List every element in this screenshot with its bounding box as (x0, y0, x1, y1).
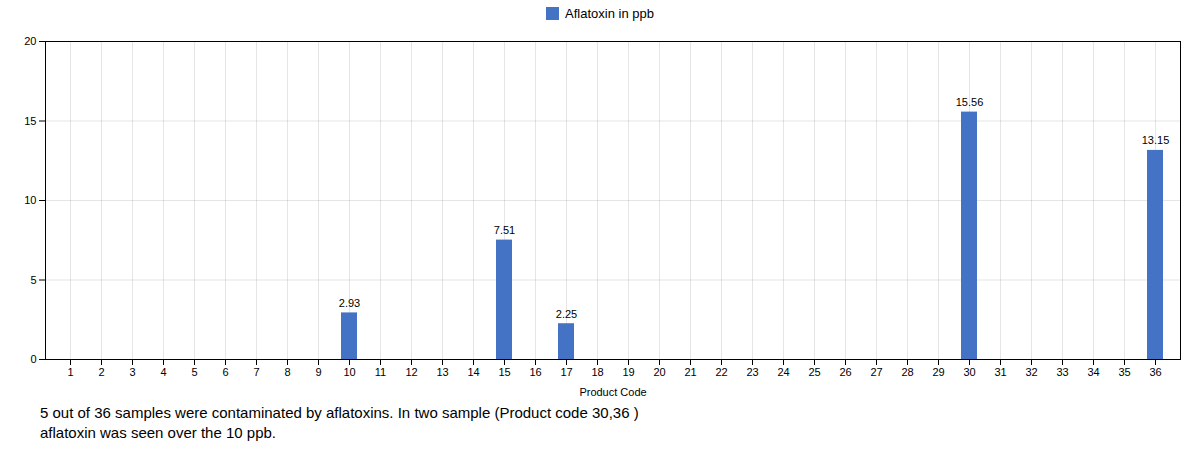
svg-text:4: 4 (160, 366, 166, 378)
svg-text:10: 10 (343, 366, 355, 378)
svg-text:2: 2 (98, 366, 104, 378)
svg-text:30: 30 (963, 366, 975, 378)
svg-text:24: 24 (777, 366, 789, 378)
svg-text:7: 7 (253, 366, 259, 378)
svg-text:31: 31 (994, 366, 1006, 378)
svg-text:8: 8 (284, 366, 290, 378)
svg-text:6: 6 (222, 366, 228, 378)
svg-text:13.15: 13.15 (1142, 134, 1170, 146)
svg-text:11: 11 (375, 366, 386, 378)
svg-text:0: 0 (30, 353, 36, 365)
svg-text:25: 25 (808, 366, 820, 378)
svg-text:2.93: 2.93 (339, 297, 360, 309)
svg-text:15: 15 (24, 115, 36, 127)
svg-text:28: 28 (901, 366, 913, 378)
svg-text:13: 13 (436, 366, 448, 378)
svg-text:27: 27 (870, 366, 882, 378)
svg-text:32: 32 (1025, 366, 1037, 378)
svg-text:10: 10 (24, 194, 36, 206)
html-text:aflatoxin was seen over the 10: aflatoxin was seen over the 10 ppb. (40, 424, 276, 441)
svg-text:23: 23 (746, 366, 758, 378)
svg-text:17: 17 (560, 366, 572, 378)
svg-text:16: 16 (529, 366, 541, 378)
svg-text:15: 15 (498, 366, 510, 378)
svg-text:Product Code: Product Code (579, 386, 646, 398)
svg-text:20: 20 (24, 35, 36, 47)
svg-text:3: 3 (129, 366, 135, 378)
svg-text:36: 36 (1149, 366, 1161, 378)
svg-text:7.51: 7.51 (494, 224, 515, 236)
html-text:Aflatoxin in ppb: Aflatoxin in ppb (565, 5, 654, 21)
svg-text:22: 22 (715, 366, 727, 378)
svg-text:12: 12 (405, 366, 417, 378)
svg-text:20: 20 (653, 366, 665, 378)
svg-text:18: 18 (591, 366, 603, 378)
svg-text:15.56: 15.56 (956, 96, 984, 108)
svg-text:21: 21 (684, 366, 696, 378)
svg-text:29: 29 (932, 366, 944, 378)
svg-text:9: 9 (315, 366, 321, 378)
svg-text:5: 5 (30, 274, 36, 286)
svg-text:34: 34 (1087, 366, 1099, 378)
svg-text:2.25: 2.25 (556, 308, 577, 320)
svg-text:35: 35 (1118, 366, 1130, 378)
svg-text:19: 19 (622, 366, 634, 378)
svg-text:5: 5 (191, 366, 197, 378)
svg-text:1: 1 (67, 366, 73, 378)
html-text:5 out of 36 samples were conta: 5 out of 36 samples were contaminated by… (40, 404, 639, 421)
svg-text:33: 33 (1056, 366, 1068, 378)
svg-text:14: 14 (467, 366, 479, 378)
svg-text:26: 26 (839, 366, 851, 378)
